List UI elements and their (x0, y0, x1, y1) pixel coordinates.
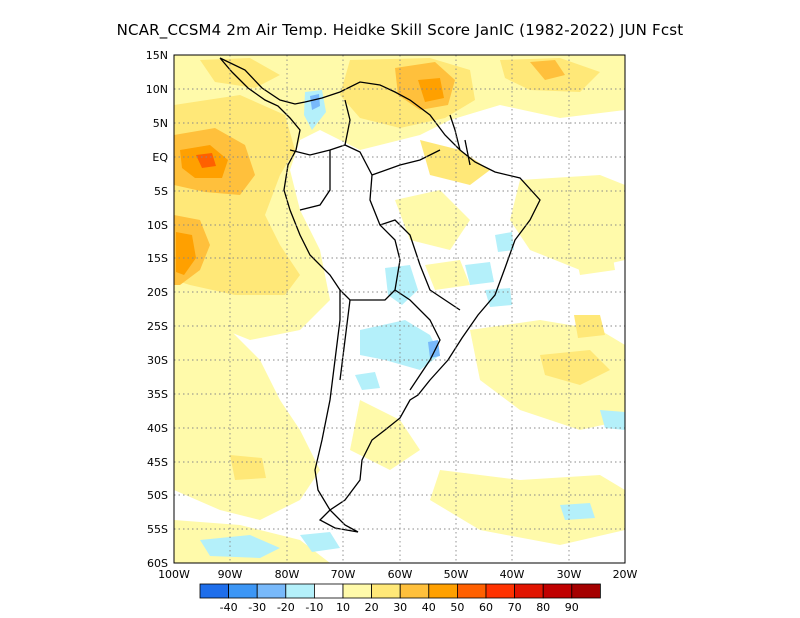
lat-label: 35S (147, 388, 168, 401)
colorbar-label: -10 (305, 601, 323, 614)
lon-label: 70W (331, 568, 356, 581)
lat-label: 25S (147, 320, 168, 333)
colorbar-swatch (428, 583, 458, 599)
lat-label: 5N (153, 117, 168, 130)
colorbar-swatch (542, 583, 573, 599)
colorbar-swatch (342, 583, 373, 599)
lat-label: 10S (147, 219, 168, 232)
colorbar-swatch (199, 583, 230, 599)
lon-label: 20W (613, 568, 638, 581)
colorbar-swatch (485, 583, 516, 599)
lon-label: 90W (218, 568, 243, 581)
colorbar-label: 30 (393, 601, 407, 614)
latitude-axis: 15N 10N 5N EQ 5S 10S 15S 20S 25S 30S 35S… (146, 49, 169, 570)
colorbar-label: 60 (479, 601, 493, 614)
map-frame (173, 54, 626, 564)
colorbar-label: 10 (336, 601, 350, 614)
map-title: NCAR_CCSM4 2m Air Temp. Heidke Skill Sco… (116, 21, 684, 39)
colorbar-label: -20 (277, 601, 295, 614)
graticule (174, 55, 625, 563)
lon-label: 60W (388, 568, 413, 581)
lat-label: 40S (147, 422, 168, 435)
lat-label: 15N (146, 49, 168, 62)
colorbar-label: 90 (565, 601, 579, 614)
lon-label: 30W (557, 568, 582, 581)
lon-label: 50W (444, 568, 469, 581)
lat-label: 10N (146, 83, 168, 96)
colorbar-swatch (514, 583, 544, 599)
lon-label: 100W (158, 568, 190, 581)
lon-label: 80W (275, 568, 300, 581)
lat-label: EQ (152, 151, 168, 164)
colorbar-swatch (399, 583, 430, 599)
colorbar-swatch (285, 583, 315, 599)
colorbar-label: -30 (248, 601, 266, 614)
colorbar-label: 50 (450, 601, 464, 614)
band-neg-10 (200, 90, 625, 558)
colorbar-swatch (371, 583, 401, 599)
lat-label: 30S (147, 354, 168, 367)
colorbar-swatch (228, 583, 258, 599)
colorbar-label: -40 (220, 601, 238, 614)
colorbar-label: 20 (365, 601, 379, 614)
lat-label: 5S (154, 185, 168, 198)
band-neg-20 (310, 94, 440, 358)
longitude-axis: 100W 90W 80W 70W 60W 50W 40W 30W 20W (158, 568, 637, 581)
lon-label: 40W (500, 568, 525, 581)
colorbar-swatch (456, 583, 487, 599)
lat-label: 60S (147, 557, 168, 570)
colorbar: -40 -30 -20 -10 10 20 30 40 50 60 70 80 90 (199, 583, 601, 614)
lat-label: 20S (147, 286, 168, 299)
lat-label: 50S (147, 489, 168, 502)
lat-label: 15S (147, 252, 168, 265)
colorbar-label: 70 (508, 601, 522, 614)
lat-label: 55S (147, 523, 168, 536)
skill-field (174, 55, 625, 563)
colorbar-label: 40 (422, 601, 436, 614)
colorbar-swatch (313, 583, 344, 599)
colorbar-swatch (571, 583, 601, 599)
coastlines (219, 57, 541, 533)
colorbar-label: 80 (536, 601, 550, 614)
colorbar-swatch (256, 583, 287, 599)
lat-label: 45S (147, 456, 168, 469)
